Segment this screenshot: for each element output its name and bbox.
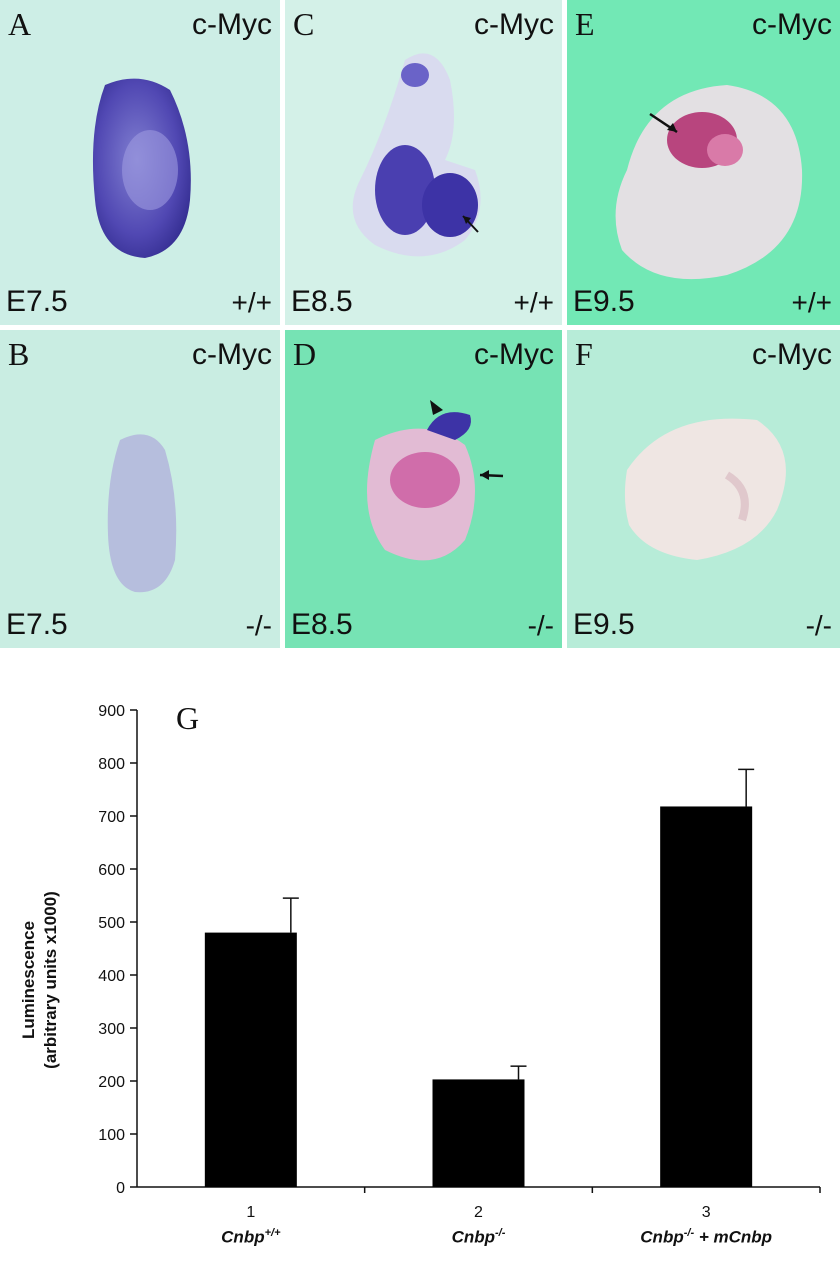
stage-label: E9.5 xyxy=(573,285,635,318)
genotype-label: -/- xyxy=(527,610,554,641)
embryo-image-c xyxy=(352,53,481,257)
y-tick-label: 600 xyxy=(98,862,125,879)
marker-label: c-Myc xyxy=(474,8,554,41)
stage-label: E7.5 xyxy=(6,608,68,641)
genotype-label: +/+ xyxy=(791,287,832,318)
panel-letter: C xyxy=(293,6,315,42)
y-tick-label: 100 xyxy=(98,1127,125,1144)
marker-label: c-Myc xyxy=(474,338,554,371)
genotype-label: +/+ xyxy=(231,287,272,318)
bar xyxy=(204,932,297,1187)
stage-label: E8.5 xyxy=(291,285,353,318)
y-axis-label: Luminescence (arbitrary units x1000) xyxy=(0,740,80,1240)
y-tick-label: 500 xyxy=(98,915,125,932)
embryo-image-b xyxy=(107,434,177,593)
embryo-image-f xyxy=(624,418,786,560)
panel-b-e75-knockout: B c-Myc E7.5 -/- xyxy=(0,330,280,648)
x-tick-label: 1 xyxy=(246,1204,255,1221)
embryo-image-a xyxy=(92,78,191,258)
panel-d-e85-knockout: D c-Myc E8.5 -/- xyxy=(285,330,562,648)
category-label: Cnbp-/- + mCnbp xyxy=(640,1227,773,1247)
x-tick-label: 3 xyxy=(702,1204,711,1221)
x-tick-label: 2 xyxy=(474,1204,483,1221)
y-tick-label: 400 xyxy=(98,968,125,985)
y-tick-label: 200 xyxy=(98,1074,125,1091)
panel-letter: E xyxy=(575,6,595,42)
panel-f-e95-knockout: F c-Myc E9.5 -/- xyxy=(567,330,840,648)
embryo-image-d xyxy=(367,400,504,561)
chart-svg: 0 100 200 300 400 500 600 700 800 900 1 2 3 xyxy=(98,703,821,1221)
stage-label: E7.5 xyxy=(6,285,68,318)
y-tick-label: 700 xyxy=(98,809,125,826)
y-tick-label: 800 xyxy=(98,756,125,773)
marker-label: c-Myc xyxy=(192,338,272,371)
panel-letter: F xyxy=(575,336,593,372)
category-label: Cnbp+/+ xyxy=(221,1227,281,1247)
panel-e-e95-wildtype: E c-Myc E9.5 +/+ xyxy=(567,0,840,325)
stage-label: E9.5 xyxy=(573,608,635,641)
marker-label: c-Myc xyxy=(752,8,832,41)
category-label: Cnbp-/- xyxy=(451,1227,506,1247)
marker-label: c-Myc xyxy=(752,338,832,371)
luminescence-bar-chart: 0 100 200 300 400 500 600 700 800 900 1 2 3 G Lumine… xyxy=(0,680,840,1265)
panel-letter: A xyxy=(8,6,32,42)
y-tick-label: 0 xyxy=(116,1180,125,1197)
y-tick-label: 900 xyxy=(98,703,125,720)
embryo-image-e xyxy=(615,85,803,280)
y-axis-label-line2: (arbitrary units x1000) xyxy=(41,891,60,1069)
stage-label: E8.5 xyxy=(291,608,353,641)
y-tick-label: 300 xyxy=(98,1021,125,1038)
genotype-label: -/- xyxy=(805,610,832,641)
bar xyxy=(660,806,753,1187)
marker-label: c-Myc xyxy=(192,8,272,41)
panel-letter: D xyxy=(293,336,317,372)
bar xyxy=(432,1079,525,1187)
genotype-label: -/- xyxy=(245,610,272,641)
panel-a-e75-wildtype: A c-Myc E7.5 +/+ xyxy=(0,0,280,325)
panel-letter-g: G xyxy=(176,700,200,736)
genotype-label: +/+ xyxy=(513,287,554,318)
y-axis-label-line1: Luminescence xyxy=(19,920,38,1040)
panel-letter: B xyxy=(8,336,30,372)
panel-c-e85-wildtype: C c-Myc E8.5 +/+ xyxy=(285,0,562,325)
